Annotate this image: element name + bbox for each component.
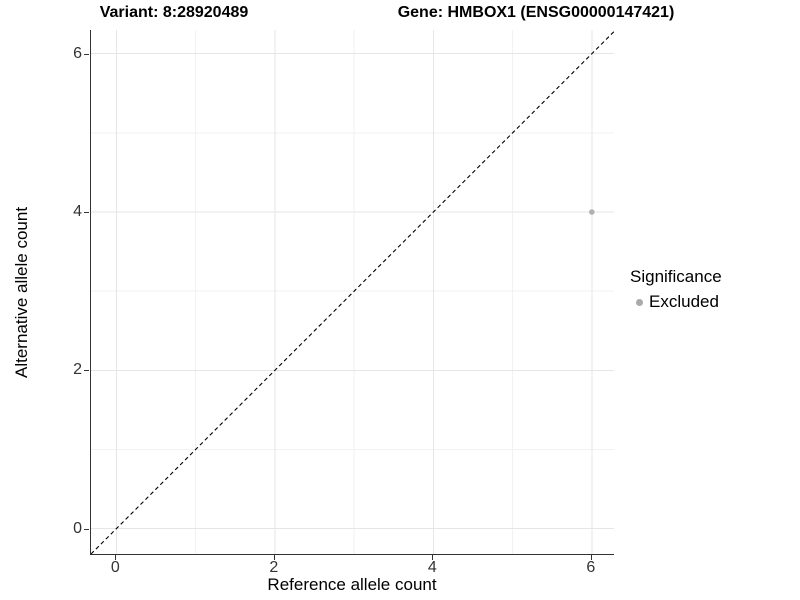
y-axis-title: Alternative allele count [12,206,31,379]
x-tick-mark [273,555,275,560]
legend-title: Significance [630,267,722,286]
y-tick-mark [84,53,89,55]
legend-key [630,293,648,311]
plot-title-variant: Variant: 8:28920489 [99,4,249,21]
x-axis-title: Reference allele count [267,575,437,594]
x-tick-label: 0 [110,559,120,576]
plot-panel [90,30,614,555]
y-tick-label: 2 [73,361,82,379]
legend: Significance Excluded [630,267,722,312]
y-tick-label: 4 [73,203,82,221]
legend-items: Excluded [630,292,722,312]
x-tick-label: 2 [269,559,279,576]
y-tick-mark [84,528,89,530]
x-tick-mark [432,555,434,560]
y-tick-label: 0 [73,519,82,537]
x-tick-mark [590,555,592,560]
y-tick-mark [84,212,89,214]
x-tick-label: 4 [427,559,437,576]
y-tick-mark [84,370,89,372]
legend-item: Excluded [630,292,722,312]
identity-line [91,31,614,554]
x-tick-mark [115,555,117,560]
y-tick-label: 6 [73,44,82,62]
legend-item-label: Excluded [649,292,719,311]
plot-title-gene: Gene: HMBOX1 (ENSG00000147421) [397,4,675,21]
data-point [589,209,595,215]
legend-point-icon [635,298,643,306]
x-tick-label: 6 [586,559,596,576]
plot-canvas [91,30,614,554]
